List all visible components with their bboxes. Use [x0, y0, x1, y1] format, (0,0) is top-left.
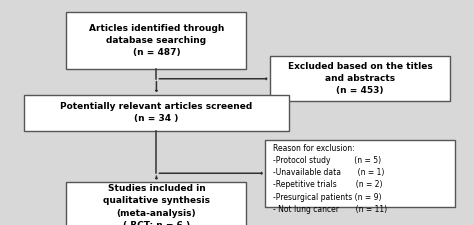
- Text: Articles identified through
database searching
(n = 487): Articles identified through database sea…: [89, 24, 224, 57]
- FancyBboxPatch shape: [66, 12, 246, 69]
- Text: Reason for exclusion:
-Protocol study          (n = 5)
-Unavailable data       (: Reason for exclusion: -Protocol study (n…: [273, 144, 387, 214]
- Text: Excluded based on the titles
and abstracts
(n = 453): Excluded based on the titles and abstrac…: [288, 62, 433, 95]
- FancyBboxPatch shape: [265, 140, 455, 207]
- FancyBboxPatch shape: [66, 182, 246, 225]
- Text: Potentially relevant articles screened
(n = 34 ): Potentially relevant articles screened (…: [60, 102, 253, 123]
- FancyBboxPatch shape: [24, 94, 289, 130]
- FancyBboxPatch shape: [270, 56, 450, 101]
- Text: Studies included in
qualitative synthesis
(meta-analysis)
( RCT: n = 6 ): Studies included in qualitative synthesi…: [103, 184, 210, 225]
